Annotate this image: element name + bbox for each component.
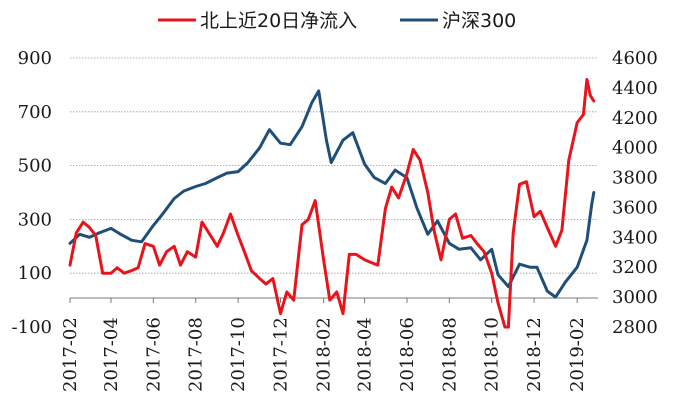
legend: 北上近20日净流入 沪深300 <box>158 10 516 32</box>
right-axis-tick-label: 3400 <box>612 227 658 248</box>
x-axis-tick-label: 2017-04 <box>101 317 122 392</box>
series-layer <box>68 78 596 329</box>
series-line-csi300 <box>68 89 596 299</box>
right-axis-tick-label: 4400 <box>612 78 658 99</box>
legend-label-csi300: 沪深300 <box>442 10 516 32</box>
right-axis-tick-label: 2800 <box>612 317 658 338</box>
x-axis-tick-label: 2018-06 <box>397 317 418 392</box>
right-axis-ticks: 4600 4400 4200 4000 3800 3600 3400 3200 3000 2800 <box>612 48 658 338</box>
series-line-northbound <box>68 78 596 329</box>
right-axis-tick-label: 3000 <box>612 287 658 308</box>
right-axis-tick-label: 3600 <box>612 197 658 218</box>
right-axis-tick-label: 4000 <box>612 138 658 159</box>
left-axis-tick-label: -100 <box>12 317 52 338</box>
left-axis-tick-label: 500 <box>18 156 52 177</box>
x-axis-tick-label: 2017-08 <box>186 317 207 392</box>
right-axis-tick-label: 3200 <box>612 257 658 278</box>
left-axis-ticks: 900 700 500 300 100 -100 <box>12 48 52 338</box>
x-axis-tick-label: 2017-10 <box>228 317 249 392</box>
gridlines <box>70 57 598 274</box>
left-axis-tick-label: 700 <box>18 102 52 123</box>
x-axis-tick-label: 2017-12 <box>271 317 292 392</box>
x-axis-ticks: 2017-02 2017-04 2017-06 2017-08 2017-10 2017-… <box>60 298 588 392</box>
x-axis-tick-label: 2018-02 <box>314 317 335 392</box>
left-axis-tick-label: 900 <box>18 48 52 69</box>
x-axis-tick-label: 2018-04 <box>355 317 376 392</box>
right-axis-tick-label: 3800 <box>612 168 658 189</box>
left-axis-tick-label: 300 <box>18 209 52 230</box>
right-axis-tick-label: 4600 <box>612 48 658 69</box>
x-axis-tick-label: 2017-02 <box>60 317 81 392</box>
x-axis-tick-label: 2017-06 <box>143 317 164 392</box>
right-axis-tick-label: 4200 <box>612 108 658 129</box>
left-axis-tick-label: 100 <box>18 263 52 284</box>
legend-label-northbound: 北上近20日净流入 <box>200 10 357 32</box>
x-axis-tick-label: 2018-12 <box>524 317 545 392</box>
x-axis-tick-label: 2019-02 <box>567 317 588 392</box>
x-axis-tick-label: 2018-08 <box>439 317 460 392</box>
x-axis-tick-label: 2018-10 <box>482 317 503 392</box>
